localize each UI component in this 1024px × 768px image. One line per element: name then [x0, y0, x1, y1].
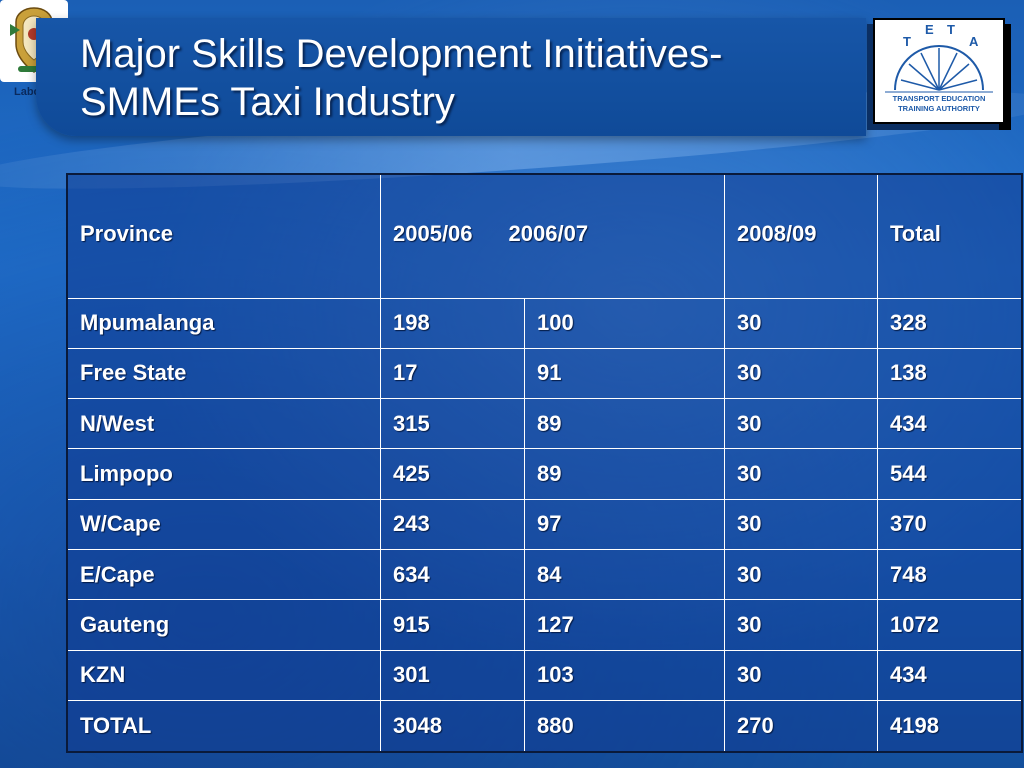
skills-table: Province 2005/06 2006/07 2008/09 Total Mp…	[66, 173, 1023, 753]
cell-province: KZN	[66, 649, 381, 702]
cell-2008-09: 30	[724, 599, 878, 651]
cell-province: N/West	[66, 398, 381, 450]
cell-2008-09: 30	[724, 398, 878, 450]
cell-2008-09: 30	[724, 448, 878, 500]
title-bar	[36, 18, 866, 136]
header-2008-09: 2008/09	[724, 173, 878, 299]
cell-2006-07: 127	[524, 599, 725, 651]
cell-2005-06: 315	[380, 398, 525, 450]
cell-total: 434	[877, 398, 1023, 450]
teta-letter-t1: T	[903, 34, 911, 49]
header-province: Province	[66, 173, 381, 299]
teta-letter-t2: T	[947, 22, 955, 37]
cell-province: Limpopo	[66, 448, 381, 500]
table-row: Free State 17 91 30 138	[66, 347, 1023, 400]
cell-2005-06: 634	[380, 549, 525, 601]
cell-province: Mpumalanga	[66, 297, 381, 349]
cell-2005-06: 425	[380, 448, 525, 500]
cell-2006-07: 89	[524, 448, 725, 500]
cell-2008-09: 270	[724, 700, 878, 753]
teta-letter-e: E	[925, 22, 934, 37]
header-2005-06: 2005/06	[393, 221, 473, 246]
cell-2006-07: 97	[524, 498, 725, 551]
cell-total: 370	[877, 498, 1023, 551]
cell-2008-09: 30	[724, 347, 878, 400]
cell-2006-07: 91	[524, 347, 725, 400]
teta-text-line-2: TRAINING AUTHORITY	[898, 104, 980, 113]
cell-province: E/Cape	[66, 549, 381, 601]
teta-logo: T E T A TRANSPORT EDUCATION TRAINING AUT…	[873, 18, 1005, 124]
cell-2006-07: 100	[524, 297, 725, 349]
cell-2006-07: 89	[524, 398, 725, 450]
cell-total: 544	[877, 448, 1023, 500]
cell-total: 434	[877, 649, 1023, 702]
table-row: KZN 301 103 30 434	[66, 649, 1023, 702]
title-line-1: Major Skills Development Initiatives-	[80, 32, 723, 76]
cell-2006-07: 103	[524, 649, 725, 702]
cell-2008-09: 30	[724, 549, 878, 601]
cell-province: W/Cape	[66, 498, 381, 551]
cell-total: 4198	[877, 700, 1023, 753]
teta-text-line-1: TRANSPORT EDUCATION	[892, 94, 986, 103]
cell-2005-06: 198	[380, 297, 525, 349]
table-row: Limpopo 425 89 30 544	[66, 448, 1023, 500]
cell-province: TOTAL	[66, 700, 381, 753]
header-total: Total	[877, 173, 1023, 299]
table-row: N/West 315 89 30 434	[66, 398, 1023, 450]
slide-title: Major Skills Development Initiatives- SM…	[80, 30, 840, 126]
cell-2006-07: 880	[524, 700, 725, 753]
teta-letter-a: A	[969, 34, 979, 49]
table-row: Mpumalanga 198 100 30 328	[66, 297, 1023, 349]
title-line-2: SMMEs Taxi Industry	[80, 80, 455, 124]
table-header-row: Province 2005/06 2006/07 2008/09 Total	[66, 173, 1023, 299]
header-2006-07: 2006/07	[508, 221, 589, 246]
cell-2006-07: 84	[524, 549, 725, 601]
cell-2008-09: 30	[724, 649, 878, 702]
cell-2005-06: 3048	[380, 700, 525, 753]
cell-2008-09: 30	[724, 297, 878, 349]
cell-2008-09: 30	[724, 498, 878, 551]
header-years-2005-2007: 2005/06 2006/07	[380, 173, 725, 299]
table-row: Gauteng 915 127 30 1072	[66, 599, 1023, 651]
cell-total: 138	[877, 347, 1023, 400]
table-total-row: TOTAL 3048 880 270 4198	[66, 700, 1023, 753]
cell-2005-06: 915	[380, 599, 525, 651]
cell-total: 1072	[877, 599, 1023, 651]
cell-province: Gauteng	[66, 599, 381, 651]
cell-2005-06: 17	[380, 347, 525, 400]
cell-province: Free State	[66, 347, 381, 400]
teta-logo-graphic: T E T A	[885, 22, 993, 93]
cell-2005-06: 301	[380, 649, 525, 702]
cell-total: 328	[877, 297, 1023, 349]
table-row: E/Cape 634 84 30 748	[66, 549, 1023, 601]
cell-total: 748	[877, 549, 1023, 601]
cell-2005-06: 243	[380, 498, 525, 551]
table-row: W/Cape 243 97 30 370	[66, 498, 1023, 551]
